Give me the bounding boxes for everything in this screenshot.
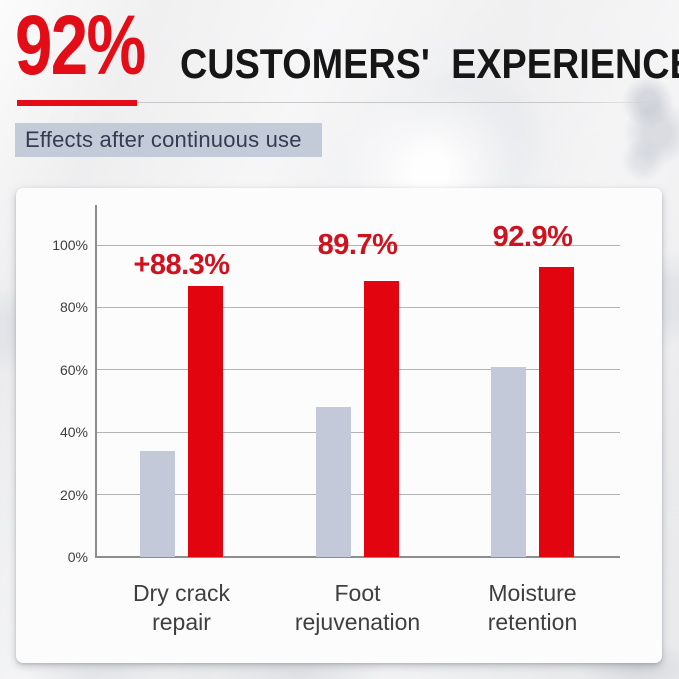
grid-line <box>95 244 620 246</box>
y-tick-label: 60% <box>59 361 88 378</box>
y-tick-label: 0% <box>67 549 88 565</box>
grid-line <box>95 494 620 496</box>
y-tick-label: 40% <box>59 424 88 441</box>
headline-title: CUSTOMERS' EXPERIENCE <box>180 40 679 87</box>
grid-line <box>95 306 620 308</box>
bar-gray <box>491 366 526 557</box>
bar-red <box>364 280 399 557</box>
category-label: Moisture retention <box>487 580 578 635</box>
bar-gray <box>140 450 175 557</box>
bar-value-label: +88.3% <box>133 248 230 281</box>
headline-accent-bar <box>17 100 137 106</box>
grid-line <box>95 431 620 433</box>
y-axis-line <box>95 205 97 557</box>
subtitle-badge: Effects after continuous use <box>15 123 322 157</box>
y-tick-label: 80% <box>59 299 88 316</box>
y-tick-label: 100% <box>52 237 88 253</box>
bar-chart: 100% 80% 60% 40% 20% 0% +88.3% Dry crack repair… <box>16 188 662 663</box>
subtitle-badge-label: Effects after continuous use <box>25 127 302 152</box>
bar-red <box>539 266 574 557</box>
y-tick-label: 20% <box>59 486 88 503</box>
category-label: Dry crack repair <box>132 580 231 635</box>
bar-value-label: 92.9% <box>492 220 573 253</box>
bar-gray <box>316 407 351 557</box>
grid-line <box>95 369 620 371</box>
category-label: Foot rejuvenation <box>294 580 421 635</box>
bar-value-label: 89.7% <box>317 228 398 261</box>
bar-red <box>188 285 223 557</box>
x-axis-line <box>95 556 620 558</box>
headline-divider-line <box>17 102 672 103</box>
headline-percent: 92% <box>15 0 146 92</box>
chart-panel: 100% 80% 60% 40% 20% 0% +88.3% Dry crack repair… <box>16 188 662 663</box>
